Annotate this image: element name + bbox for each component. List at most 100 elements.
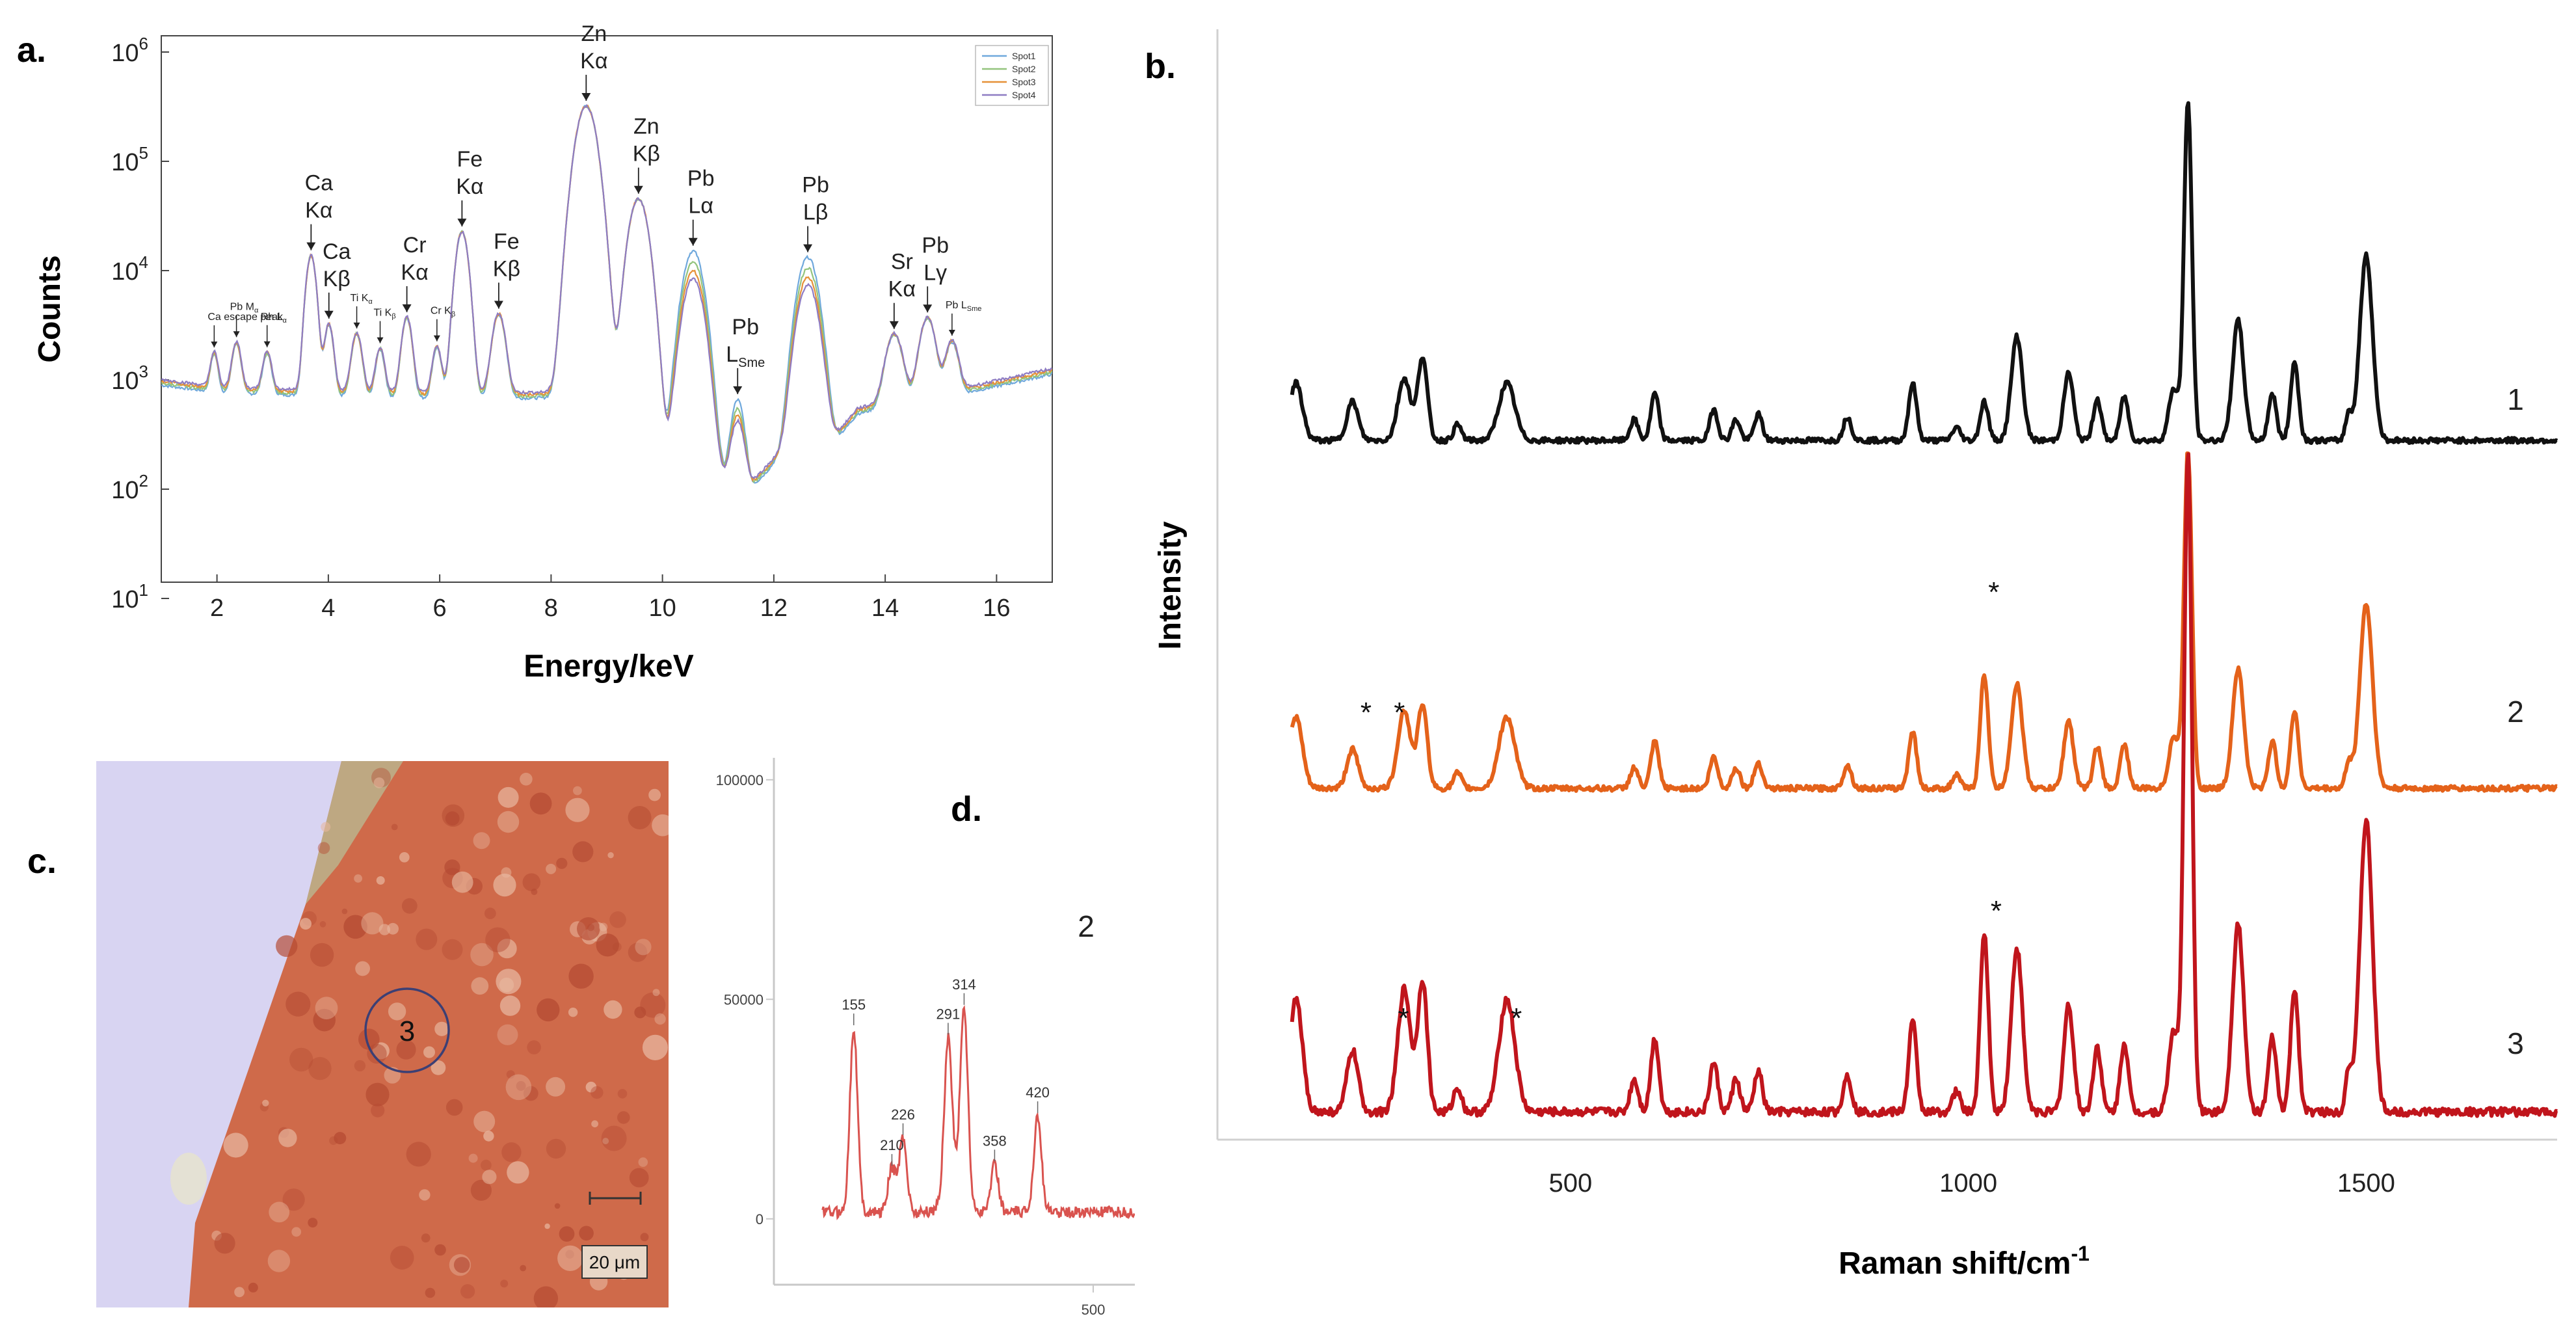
xrf-peak-arrowhead	[457, 219, 467, 227]
photo-speck	[568, 963, 594, 989]
photo-speck	[507, 1161, 529, 1184]
xrf-spot-line	[161, 104, 1052, 483]
xrf-series-lines	[161, 103, 1052, 484]
photo-speck	[497, 1024, 518, 1045]
photo-speck	[501, 867, 512, 878]
xrf-peak-label-element: Fe	[494, 229, 520, 254]
photo-speck	[367, 1043, 387, 1064]
xrf-y-tick-exp: 1	[139, 580, 148, 600]
photo-speck	[234, 1287, 245, 1298]
xrf-peak-label-line-text: Kα	[888, 277, 916, 302]
photo-speck	[423, 1046, 435, 1058]
photo-speck	[529, 792, 552, 815]
microscope-photo: 3 20 μm	[96, 761, 669, 1307]
scale-bar-label: 20 μm	[589, 1252, 640, 1272]
photo-speck	[498, 786, 519, 808]
photo-speck	[282, 1188, 305, 1211]
photo-speck	[497, 811, 520, 833]
xrf-peak-label-element: Ca	[323, 239, 351, 264]
xrf-spot-line	[161, 104, 1052, 483]
xrf-peak-arrowhead	[353, 322, 360, 328]
raman-series-label: 2	[2507, 695, 2524, 729]
xrf-y-tick-exp: 6	[139, 34, 148, 53]
photo-sample-edge	[306, 761, 403, 904]
xrf-peak-label-small: Ti Kα	[351, 293, 373, 306]
raman-x-axis-label: Raman shift/cm-1	[1839, 1242, 2090, 1281]
xrf-peak-label-line: Kα	[305, 198, 332, 223]
photo-speck	[556, 857, 568, 869]
photo-speck	[416, 928, 438, 950]
photo-speck	[628, 806, 652, 829]
raman-asterisk: *	[1394, 697, 1405, 729]
xrf-peak-label-small: Ti Kβ	[374, 308, 396, 321]
xrf-plot-frame	[161, 35, 1053, 583]
photo-speck	[523, 1086, 538, 1101]
xrf-peak-arrowhead	[948, 330, 955, 336]
raman-asterisk: *	[1511, 1002, 1522, 1034]
photo-speck	[396, 1039, 416, 1060]
inset-series-line	[821, 1005, 1135, 1220]
photo-speck	[341, 908, 348, 915]
inset-peak-label: 291	[936, 1006, 961, 1022]
xrf-peak-label-small: Pb Mα	[230, 301, 259, 314]
xrf-peak-label-line: Lβ	[803, 200, 828, 225]
photo-speck	[483, 1131, 494, 1142]
photo-speck	[442, 939, 463, 960]
photo-speck	[308, 1218, 318, 1228]
photo-speck	[635, 939, 652, 956]
photo-speck	[315, 997, 338, 1020]
photo-speck	[223, 1132, 248, 1158]
photo-speck	[431, 1060, 446, 1075]
photo-speck	[390, 1246, 414, 1270]
photo-speck	[321, 822, 331, 832]
xrf-x-tick-label: 2	[210, 595, 224, 622]
xrf-peak-label-small: Pb LSme	[946, 300, 982, 313]
photo-speck	[520, 1265, 527, 1272]
photo-speck	[497, 939, 517, 959]
xrf-peak-label-line-text: Lγ	[923, 260, 947, 285]
raman-inset-panel: d. 0 50000 100000 500 155 210 226 291 314 358 42…	[716, 758, 1135, 1318]
panel-label-a: a.	[17, 31, 46, 70]
xrf-peak-label-element: Pb	[687, 167, 715, 191]
xrf-peak-label-text: Pb M	[230, 301, 254, 312]
photo-speck	[269, 1201, 290, 1223]
xrf-x-tick-label: 8	[544, 595, 558, 622]
xrf-peak-label-sub: α	[254, 306, 259, 314]
xrf-peak-label-element: Pb	[732, 315, 759, 340]
xrf-y-tick-exp: 4	[139, 252, 148, 272]
raman-asterisk: *	[1988, 576, 1999, 608]
photo-speck	[516, 1080, 526, 1091]
photo-speck	[544, 1223, 550, 1229]
photo-speck	[310, 943, 334, 967]
xrf-peak-arrowhead	[733, 386, 743, 394]
inset-series-label: 2	[1078, 909, 1095, 943]
xrf-peak-arrowhead	[324, 310, 334, 319]
photo-speck	[481, 1159, 492, 1171]
photo-speck	[471, 977, 489, 995]
inset-x-tick-label: 500	[1082, 1302, 1106, 1318]
photo-speck	[628, 943, 648, 962]
photo-speck	[425, 1287, 436, 1298]
panel-label-c: c.	[27, 842, 57, 881]
photo-speck	[493, 874, 516, 897]
xrf-peak-label-line-text: L	[726, 342, 738, 367]
inset-peak-label: 358	[983, 1132, 1007, 1149]
photo-speck	[609, 911, 626, 928]
raman-series-line	[1290, 101, 2558, 445]
photo-speck	[648, 788, 661, 801]
photo-speck	[482, 1170, 497, 1185]
photo-speck	[546, 863, 557, 874]
photo-speck	[484, 907, 496, 920]
xrf-peak-label-element: Zn	[581, 21, 607, 46]
photo-speck	[371, 1103, 385, 1118]
photo-speck	[596, 933, 619, 957]
xrf-peak-label-small: Rh Lα	[261, 312, 287, 325]
photo-speck	[445, 1099, 463, 1116]
xrf-peak-label-line-text: Kα	[456, 174, 483, 199]
photo-speck	[640, 992, 666, 1018]
inset-peak-labels: 155 210 226 291 314 358 420	[842, 976, 1050, 1166]
photo-speck	[537, 998, 560, 1022]
xrf-peak-label-element: Fe	[457, 147, 483, 172]
photo-speck	[591, 1120, 598, 1128]
raman-asterisk: *	[1361, 697, 1372, 729]
